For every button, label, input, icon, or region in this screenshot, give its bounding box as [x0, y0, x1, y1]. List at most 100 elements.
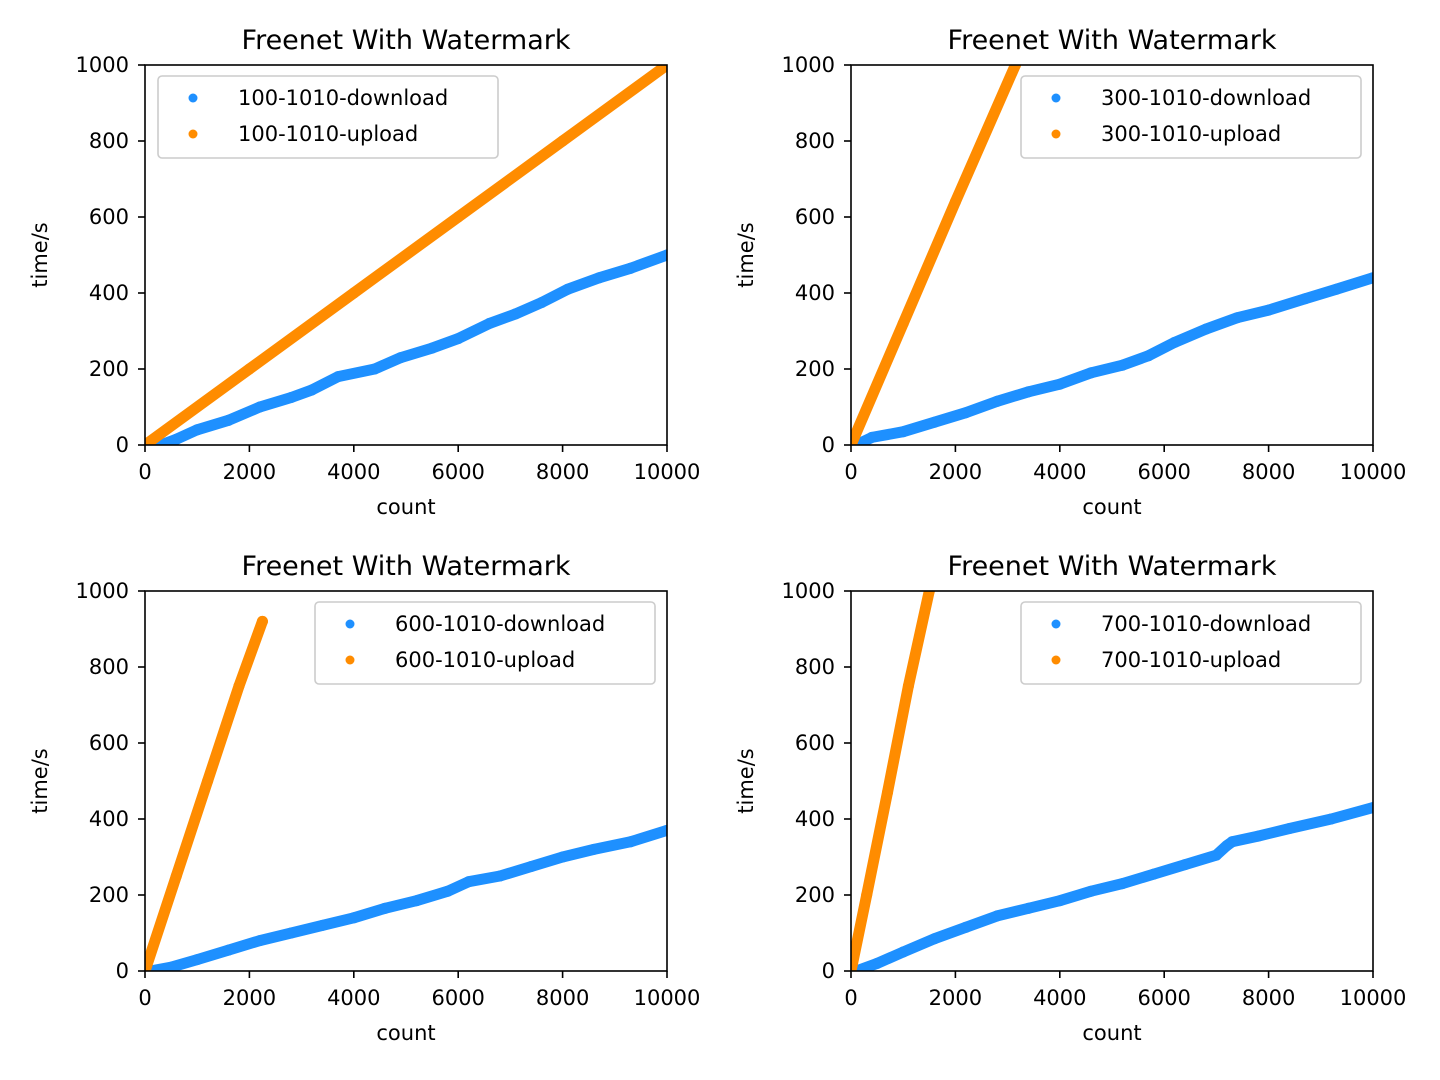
legend-entry: 700-1010-upload	[1101, 648, 1281, 672]
legend: 600-1010-download 600-1010-upload	[314, 601, 656, 685]
data-point	[991, 395, 1003, 407]
data-point	[593, 272, 605, 284]
data-point	[866, 431, 878, 443]
data-point	[1179, 859, 1191, 871]
y-tick-label: 0	[822, 433, 835, 457]
data-point	[902, 680, 914, 692]
y-tick-label: 800	[89, 129, 129, 153]
data-point	[1210, 849, 1222, 861]
data-point	[536, 297, 548, 308]
data-point	[1283, 823, 1295, 834]
y-axis-label: time/s	[734, 748, 758, 813]
x-tick-label: 8000	[536, 460, 589, 484]
y-tick-label: 400	[89, 807, 129, 831]
data-point	[463, 876, 475, 888]
data-point	[851, 965, 857, 971]
legend-marker	[1051, 93, 1061, 103]
x-tick-label: 6000	[431, 986, 484, 1010]
data-point	[557, 851, 569, 863]
data-point	[233, 680, 245, 692]
x-tick-label: 10000	[1340, 460, 1407, 484]
y-tick-label: 600	[89, 205, 129, 229]
data-point	[1116, 359, 1128, 371]
data-point	[1054, 895, 1066, 907]
data-point	[861, 889, 873, 901]
legend-marker	[345, 655, 355, 665]
axes-frame	[144, 590, 668, 972]
data-point	[452, 333, 464, 345]
chart-title: Freenet With Watermark	[242, 25, 571, 56]
legend-entry: 100-1010-upload	[238, 122, 418, 146]
plot-area	[851, 65, 1373, 445]
data-point	[897, 426, 909, 438]
y-tick-label: 600	[89, 731, 129, 755]
data-point	[1022, 902, 1034, 914]
y-tick-label: 0	[822, 959, 835, 983]
data-point	[510, 308, 522, 320]
subplot-3: 0 2000 4000 6000 8000 10000 0 200 400 600 800 1000 F…	[28, 551, 700, 1045]
series-600-1010-upload	[145, 615, 268, 971]
data-point	[897, 946, 909, 958]
subplot-1: 0 2000 4000 6000 8000 10000 0 200 400 600 800 1000 F…	[28, 25, 700, 519]
data-point	[1009, 65, 1021, 71]
data-point	[929, 416, 941, 428]
legend-marker	[1051, 655, 1061, 665]
data-point	[1231, 312, 1243, 324]
x-axis-label: count	[376, 495, 435, 519]
x-tick-label: 4000	[327, 986, 380, 1010]
x-tick-label: 0	[844, 986, 857, 1010]
data-point	[306, 384, 318, 396]
y-tick-label: 0	[116, 433, 129, 457]
legend: 300-1010-download 300-1010-upload	[1020, 75, 1362, 159]
legend-entry: 300-1010-download	[1101, 86, 1311, 110]
y-tick-label: 800	[795, 655, 835, 679]
data-point	[145, 965, 151, 971]
legend-marker	[188, 129, 198, 139]
legend-box	[1020, 75, 1362, 159]
y-tick-label: 200	[89, 357, 129, 381]
x-tick-label: 4000	[1033, 460, 1086, 484]
y-tick-label: 400	[89, 281, 129, 305]
data-point	[949, 196, 961, 208]
legend-entry: 100-1010-download	[238, 86, 448, 110]
chart-title: Freenet With Watermark	[242, 551, 571, 582]
legend-marker	[188, 93, 198, 103]
data-point	[1330, 283, 1342, 295]
data-point	[960, 407, 972, 419]
data-point	[254, 401, 266, 413]
data-point	[882, 786, 894, 798]
data-point	[484, 317, 496, 329]
x-tick-label: 6000	[1137, 460, 1190, 484]
data-point	[1143, 350, 1155, 362]
data-point	[243, 363, 255, 375]
y-tick-label: 1000	[76, 53, 129, 77]
x-tick-label: 10000	[634, 986, 701, 1010]
y-tick-label: 600	[795, 205, 835, 229]
x-tick-label: 8000	[1242, 986, 1295, 1010]
data-point	[1116, 878, 1128, 890]
data-point	[452, 211, 464, 223]
y-tick-label: 200	[795, 357, 835, 381]
axes-frame	[850, 590, 1374, 972]
data-point	[624, 262, 636, 274]
data-point	[191, 954, 203, 966]
x-tick-label: 6000	[1137, 986, 1190, 1010]
data-point	[1367, 272, 1373, 284]
data-point	[348, 912, 360, 924]
y-tick-label: 200	[795, 883, 835, 907]
y-axis-label: time/s	[734, 222, 758, 287]
data-point	[379, 902, 391, 914]
data-point	[1325, 813, 1337, 825]
data-point	[410, 895, 422, 907]
data-point	[426, 342, 438, 354]
data-point	[1263, 304, 1275, 316]
data-point	[170, 433, 182, 445]
data-point	[661, 249, 667, 261]
plot-area	[145, 615, 667, 971]
chart-title: Freenet With Watermark	[948, 25, 1277, 56]
data-point	[191, 424, 203, 436]
data-point	[851, 439, 857, 445]
data-point	[562, 283, 574, 295]
series-100-1010-upload	[145, 65, 667, 445]
data-point	[661, 824, 667, 836]
